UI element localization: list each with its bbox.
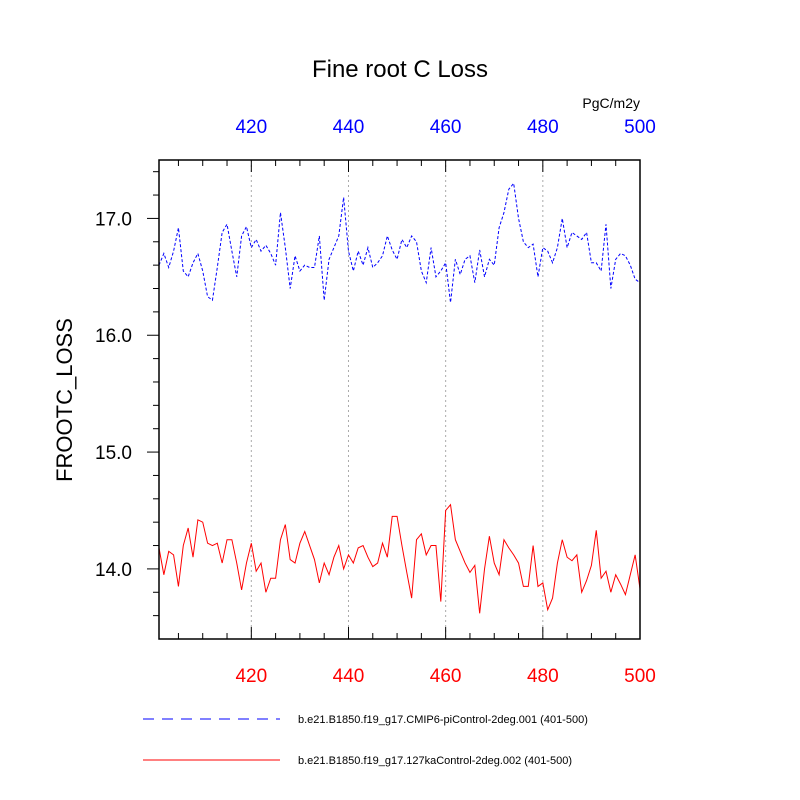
legend: b.e21.B1850.f19_g17.CMIP6-piControl-2deg… [143,714,588,767]
units-label: PgC/m2y [582,95,640,111]
grid-lines [250,160,544,639]
series-line-1 [158,182,641,303]
x-tick-label-top: 500 [624,117,656,138]
axis-ticks [147,160,641,639]
chart-title: Fine root C Loss [312,56,488,83]
y-tick-label: 16.0 [95,326,132,347]
y-tick-label: 17.0 [95,209,132,230]
series-layer [158,182,641,614]
x-tick-label-bottom: 460 [430,666,462,687]
x-tick-label-top: 440 [333,117,365,138]
series-line-2 [158,503,641,614]
plot-frame [158,159,641,640]
x-tick-label-bottom: 480 [527,666,559,687]
legend-label-1: b.e21.B1850.f19_g17.CMIP6-piControl-2deg… [298,714,588,726]
y-tick-label: 14.0 [95,560,132,581]
x-tick-label-bottom: 440 [333,666,365,687]
y-axis-label: FROOTC_LOSS [52,318,77,482]
x-tick-label-bottom: 500 [624,666,656,687]
x-tick-label-top: 460 [430,117,462,138]
y-tick-label: 15.0 [95,443,132,464]
axis-tick-labels: 420 420 440 440 460 460 480 480 500 500 14.0 15.0 16… [95,117,656,687]
x-tick-label-bottom: 420 [235,666,267,687]
legend-label-2: b.e21.B1850.f19_g17.127kaControl-2deg.00… [298,755,572,767]
x-tick-label-top: 480 [527,117,559,138]
x-tick-label-top: 420 [235,117,267,138]
